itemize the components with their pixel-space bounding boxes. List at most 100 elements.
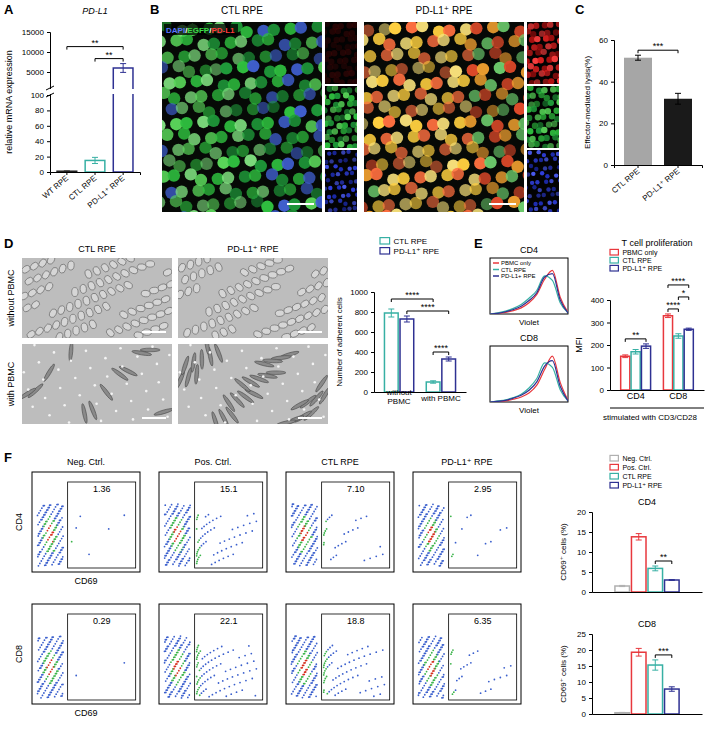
event-dot bbox=[316, 547, 318, 549]
cell bbox=[273, 258, 282, 263]
event-dot bbox=[59, 531, 61, 533]
cell bbox=[528, 151, 532, 155]
event-dot bbox=[426, 534, 428, 536]
event-dot bbox=[197, 551, 199, 553]
cell bbox=[332, 151, 336, 155]
cell bbox=[49, 266, 59, 277]
event-dot bbox=[177, 505, 179, 507]
plot-area bbox=[490, 270, 568, 314]
event-dot bbox=[316, 538, 318, 540]
image-title: CTL RPE bbox=[78, 244, 116, 254]
event-dot bbox=[314, 552, 316, 554]
image-ground bbox=[527, 150, 559, 212]
axis-title: Violet bbox=[519, 318, 540, 327]
cell bbox=[281, 333, 291, 338]
cell bbox=[318, 145, 322, 157]
cell bbox=[529, 207, 533, 211]
axis-title: Effector-mediated lysis(%) bbox=[583, 56, 592, 150]
cell bbox=[354, 127, 357, 133]
event-dot bbox=[369, 557, 371, 559]
cell bbox=[410, 36, 422, 48]
event-dot bbox=[51, 534, 53, 536]
event-dot bbox=[441, 510, 443, 512]
pbmc bbox=[42, 378, 45, 381]
event-dot bbox=[186, 521, 188, 523]
event-dot bbox=[303, 557, 305, 559]
event-dot bbox=[295, 510, 297, 512]
cell bbox=[338, 199, 342, 203]
error-bar bbox=[388, 309, 394, 317]
event-dot bbox=[427, 554, 429, 556]
cell bbox=[484, 156, 496, 168]
cell bbox=[234, 282, 245, 293]
pbmc bbox=[130, 400, 133, 403]
image-ground bbox=[325, 22, 357, 84]
cell bbox=[180, 117, 192, 129]
cell bbox=[205, 209, 217, 212]
cell bbox=[398, 89, 410, 101]
event-dot bbox=[440, 512, 442, 514]
cell bbox=[113, 324, 124, 335]
bar bbox=[384, 313, 398, 392]
event-dot bbox=[47, 550, 49, 552]
cell bbox=[216, 315, 226, 326]
event-dot bbox=[219, 542, 221, 544]
legend: CTL RPEPD-L1⁺ RPE bbox=[380, 237, 439, 256]
cell bbox=[262, 33, 274, 45]
event-dot bbox=[424, 548, 426, 550]
cell bbox=[84, 269, 93, 279]
event-dot bbox=[418, 516, 420, 518]
event-dot bbox=[439, 523, 441, 525]
event-dot bbox=[424, 527, 426, 529]
event-dot bbox=[47, 518, 49, 520]
chart-title: T cell proliferation bbox=[622, 238, 693, 248]
event-dot bbox=[232, 529, 234, 531]
event-dot bbox=[168, 541, 170, 543]
cell bbox=[342, 122, 348, 128]
bar bbox=[641, 346, 650, 390]
cell bbox=[479, 89, 491, 101]
event-dot bbox=[177, 545, 179, 547]
tick-mark bbox=[638, 165, 639, 168]
significance-label: **** bbox=[421, 302, 436, 312]
event-dot bbox=[314, 540, 316, 542]
event-dot bbox=[62, 535, 64, 537]
event-dot bbox=[47, 539, 49, 541]
tick-label: 0 bbox=[364, 388, 369, 397]
micrograph bbox=[178, 344, 328, 424]
plot-area bbox=[384, 309, 455, 392]
image-title: CTL RPE bbox=[221, 5, 263, 16]
event-dot bbox=[506, 527, 508, 529]
significance-label: * bbox=[682, 288, 686, 298]
event-dot bbox=[62, 505, 64, 507]
event-dot bbox=[41, 549, 43, 551]
event-dot bbox=[49, 516, 51, 518]
event-dot bbox=[423, 539, 425, 541]
plot-frame bbox=[286, 472, 394, 572]
event-dot bbox=[172, 533, 174, 535]
y-axis: 02040608010050001000015000 bbox=[22, 28, 51, 177]
cell bbox=[181, 274, 190, 285]
cell bbox=[445, 211, 457, 212]
cell bbox=[120, 268, 131, 278]
event-dot bbox=[200, 537, 202, 539]
legend-swatch bbox=[493, 269, 499, 271]
cell bbox=[247, 60, 259, 72]
cell bbox=[190, 352, 197, 372]
cell bbox=[262, 117, 274, 129]
cell bbox=[275, 310, 285, 317]
event-dot bbox=[196, 561, 198, 563]
event-dot bbox=[39, 542, 41, 544]
cell bbox=[556, 64, 559, 70]
tick-mark bbox=[611, 165, 614, 166]
event-dot bbox=[341, 543, 343, 545]
cell bbox=[344, 84, 350, 85]
event-dot bbox=[470, 514, 472, 516]
event-dot bbox=[432, 545, 434, 547]
scale-bar bbox=[142, 417, 166, 419]
cell bbox=[106, 286, 117, 297]
chart-title: PD-L1 bbox=[82, 6, 108, 16]
cell bbox=[325, 200, 328, 204]
cell bbox=[355, 65, 357, 71]
event-dot bbox=[39, 563, 41, 565]
